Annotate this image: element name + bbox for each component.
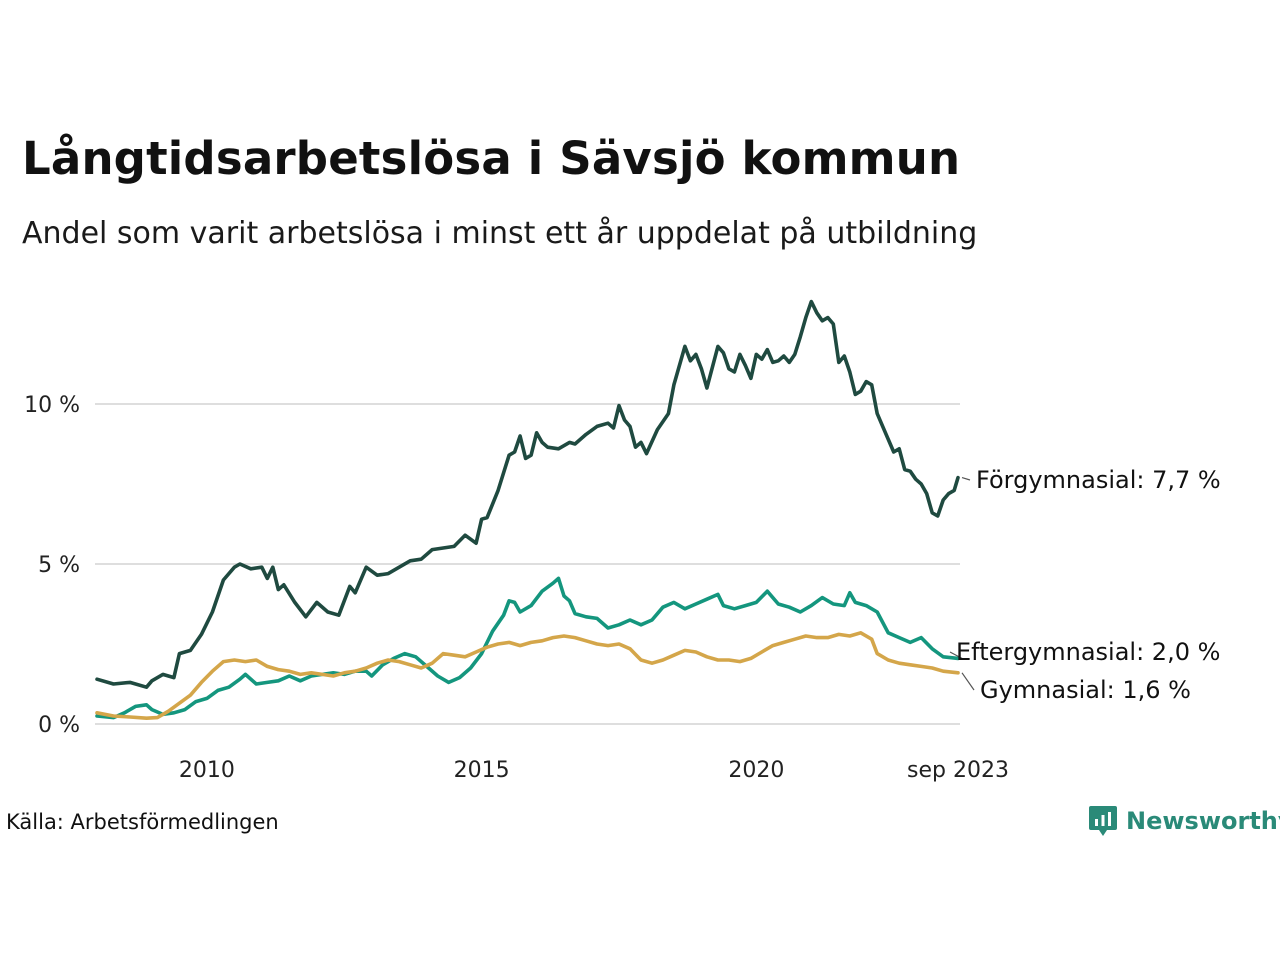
chart-title: Långtidsarbetslösa i Sävsjö kommun xyxy=(22,132,961,185)
leader-line xyxy=(949,651,963,659)
end-label-gymnasial: Gymnasial: 1,6 % xyxy=(980,676,1191,704)
y-tick-label: 10 % xyxy=(24,393,80,418)
series-line-gymnasial xyxy=(95,631,960,720)
x-tick-label: 2010 xyxy=(179,758,235,783)
series-line-eftergymnasial xyxy=(95,576,960,720)
y-axis: 0 % 5 % 10 % xyxy=(24,393,80,738)
source-note: Källa: Arbetsförmedlingen xyxy=(6,810,279,834)
chart-subtitle: Andel som varit arbetslösa i minst ett å… xyxy=(22,216,978,251)
y-tick-label: 0 % xyxy=(38,713,80,738)
series-lines xyxy=(95,299,960,720)
end-labels: Förgymnasial: 7,7 % Eftergymnasial: 2,0 %… xyxy=(949,466,1221,704)
x-tick-label: 2015 xyxy=(454,758,510,783)
series-line-förgymnasial xyxy=(95,299,960,689)
leader-line xyxy=(961,672,975,691)
grid-lines xyxy=(95,403,960,725)
x-tick-label: sep 2023 xyxy=(907,758,1009,783)
y-tick-label: 5 % xyxy=(38,553,80,578)
newsworthy-logo-text: Newsworthy xyxy=(1126,807,1280,835)
newsworthy-logo[interactable]: Newsworthy xyxy=(1088,804,1280,838)
end-label-eftergymnasial: Eftergymnasial: 2,0 % xyxy=(956,638,1220,666)
leader-line xyxy=(961,477,971,481)
newsworthy-logo-icon xyxy=(1089,806,1117,836)
x-tick-label: 2020 xyxy=(728,758,784,783)
end-label-förgymnasial: Förgymnasial: 7,7 % xyxy=(976,466,1221,494)
x-axis: 2010 2015 2020 sep 2023 xyxy=(179,758,1009,783)
